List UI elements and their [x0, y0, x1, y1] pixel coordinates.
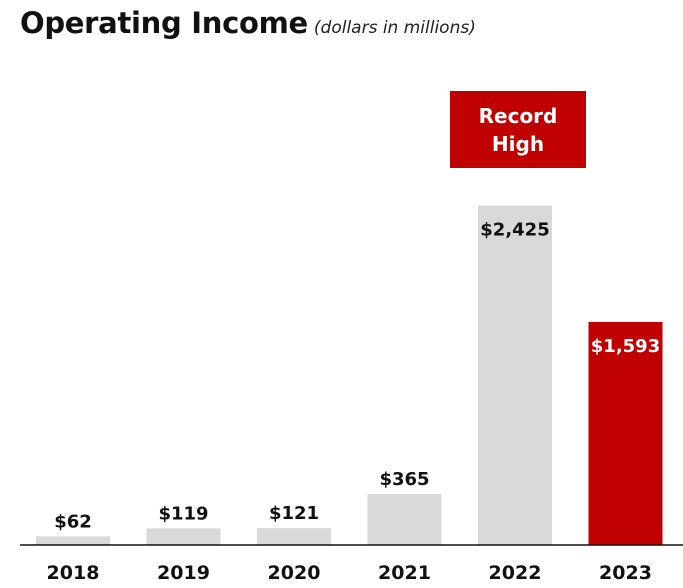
- bar-2020: [257, 528, 331, 545]
- bar-2018: [36, 536, 110, 545]
- x-tick-label-2022: 2022: [489, 562, 542, 584]
- x-tick-label-2019: 2019: [157, 562, 210, 584]
- bar-2022: [478, 205, 552, 545]
- chart-subtitle: (dollars in millions): [313, 18, 476, 38]
- record-high-label: Record High: [478, 103, 558, 156]
- bar-2023: [588, 321, 663, 545]
- value-label-2021: $365: [379, 469, 429, 490]
- value-label-2020: $121: [269, 503, 319, 524]
- bar-2021: [367, 493, 442, 545]
- x-tick-label-2020: 2020: [268, 562, 321, 584]
- value-label-2023: $1,593: [591, 336, 660, 357]
- chart-title-row: Operating Income (dollars in millions): [20, 6, 476, 40]
- x-tick-label-2018: 2018: [47, 562, 100, 584]
- x-tick-label-2023: 2023: [599, 562, 652, 584]
- x-tick-label-2021: 2021: [378, 562, 431, 584]
- chart-title: Operating Income: [20, 6, 308, 40]
- record-high-callout: Record High: [450, 91, 586, 168]
- bar-2019: [146, 528, 221, 545]
- value-label-2018: $62: [54, 511, 92, 532]
- value-label-2019: $119: [158, 503, 208, 524]
- value-label-2022: $2,425: [480, 220, 549, 241]
